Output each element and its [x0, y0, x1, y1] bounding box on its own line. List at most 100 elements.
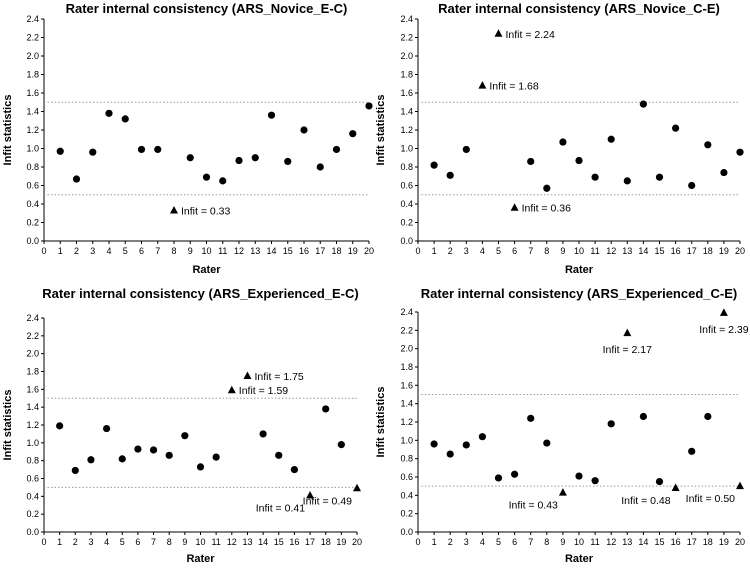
chart4-data-point: [462, 441, 470, 449]
chart4-x-tick-label: 2: [448, 537, 453, 547]
chart2-x-tick-label: 17: [687, 246, 697, 256]
chart3-data-point: [56, 422, 64, 430]
chart4-data-point: [639, 412, 648, 421]
chart4-point-annotation: Infit = 2.17: [603, 344, 652, 356]
chart4-x-tick-label: 17: [687, 537, 697, 547]
chart2-x-tick-label: 1: [432, 246, 437, 256]
chart2-data-point: [688, 181, 696, 190]
chart2-x-tick-label: 3: [464, 246, 469, 256]
chart3-y-tick-label: 2.2: [26, 331, 39, 341]
chart4-x-tick-label: 8: [544, 537, 549, 547]
chart2-y-tick-label: 0.8: [400, 162, 413, 172]
chart4-data-point: [704, 412, 712, 421]
chart2-data-point: [639, 100, 648, 108]
chart4-x-tick-label: 19: [719, 537, 729, 547]
chart3-y-tick-label: 0.6: [26, 474, 39, 484]
chart4-x-axis-label: Rater: [565, 553, 594, 565]
chart4-x-tick-label: 12: [606, 537, 616, 547]
chart2-title: Rater internal consistency (ARS_Novice_C…: [438, 1, 720, 16]
chart4-x-tick-label: 9: [560, 537, 565, 547]
chart1-title: Rater internal consistency (ARS_Novice_E…: [66, 1, 348, 16]
chart1-x-tick-label: 9: [188, 246, 193, 256]
chart2-x-tick-label: 4: [480, 246, 485, 256]
chart4-y-tick-label: 0.2: [400, 509, 413, 519]
chart2-data-point: [720, 168, 728, 177]
chart2-flagged-point: [510, 203, 519, 211]
chart4-x-tick-label: 10: [574, 537, 584, 547]
chart2-x-axis-label: Rater: [565, 264, 594, 276]
chart1-y-tick-label: 2.2: [26, 33, 39, 43]
chart4-y-tick-label: 1.2: [400, 417, 413, 427]
chart2-x-tick-label: 0: [415, 246, 420, 256]
chart1-data-point: [121, 115, 129, 123]
chart1-data-point: [349, 130, 357, 138]
chart3-y-axis-label: Infit statistics: [2, 390, 14, 461]
chart3-x-tick-label: 8: [167, 537, 172, 547]
chart3-data-point: [71, 466, 79, 475]
chart2-x-tick-label: 10: [574, 246, 584, 256]
chart2-x-tick-label: 20: [735, 246, 745, 256]
chart1-x-tick-label: 8: [171, 246, 176, 256]
chart3-y-tick-label: 2.0: [26, 349, 39, 359]
chart2-x-tick-label: 16: [671, 246, 681, 256]
chart4-y-tick-label: 1.8: [400, 362, 413, 372]
chart3-y-tick-label: 0.2: [26, 509, 39, 519]
chart1-y-tick-label: 1.4: [26, 107, 39, 117]
chart4-x-tick-label: 11: [590, 537, 599, 547]
chart4-point-annotation: Infit = 2.39: [699, 324, 748, 336]
chart1-x-tick-label: 20: [364, 246, 374, 256]
chart1-y-tick-label: 1.2: [26, 125, 39, 135]
chart3-flagged-point: [353, 483, 361, 492]
chart2-y-tick-label: 0.2: [400, 218, 413, 228]
chart3-x-tick-label: 4: [104, 537, 109, 547]
chart3-x-tick-label: 10: [195, 537, 205, 547]
chart1-x-tick-label: 15: [283, 246, 293, 256]
chart4-data-point: [527, 414, 535, 422]
chart3-data-point: [337, 441, 345, 449]
chart4-y-tick-label: 0.4: [400, 490, 413, 500]
chart2-data-point: [672, 124, 680, 132]
chart1-data-point: [186, 154, 194, 162]
chart3-x-tick-label: 15: [274, 537, 284, 547]
chart2-x-tick-label: 8: [544, 246, 549, 256]
chart4-y-tick-label: 2.4: [400, 307, 413, 317]
chart1-x-tick-label: 4: [106, 246, 111, 256]
chart4-x-tick-label: 18: [703, 537, 713, 547]
chart1-y-tick-label: 2.0: [26, 51, 39, 61]
chart1-data-point: [235, 156, 243, 165]
chart3-data-point: [196, 463, 205, 471]
chart2-x-tick-label: 11: [590, 246, 599, 256]
chart1-data-point: [365, 102, 373, 110]
chart3-x-tick-label: 13: [242, 537, 252, 547]
chart4-point-annotation: Infit = 0.48: [621, 495, 670, 507]
chart2-y-tick-label: 2.4: [400, 14, 413, 24]
chart1-x-tick-label: 12: [234, 246, 244, 256]
chart1-data-point: [137, 145, 146, 154]
chart2-y-tick-label: 1.2: [400, 125, 413, 135]
chart2-y-tick-label: 0.4: [400, 199, 413, 209]
chart4-data-point: [494, 474, 503, 482]
chart4-x-tick-label: 16: [671, 537, 681, 547]
chart3-data-point: [259, 430, 267, 438]
chart1-data-point: [56, 147, 64, 155]
chart2-x-tick-label: 7: [528, 246, 533, 256]
chart1-y-tick-label: 2.4: [26, 14, 39, 24]
chart2-x-tick-label: 19: [719, 246, 729, 256]
chart4-data-point: [688, 447, 696, 455]
chart1-y-tick-label: 0.4: [26, 199, 39, 209]
chart2-y-tick-label: 1.0: [400, 144, 413, 154]
chart2-data-point: [462, 145, 470, 154]
chart1-point-annotation: Infit = 0.33: [181, 205, 230, 217]
chart4-title: Rater internal consistency (ARS_Experien…: [421, 286, 737, 301]
chart2-x-tick-label: 9: [560, 246, 565, 256]
chart1-x-tick-label: 0: [41, 246, 46, 256]
chart3-x-tick-label: 6: [135, 537, 140, 547]
chart3-y-tick-label: 1.4: [26, 402, 39, 412]
chart1-x-tick-label: 18: [331, 246, 341, 256]
chart2-data-point: [446, 171, 454, 179]
chart3-x-axis-label: Rater: [186, 553, 215, 565]
chart2-y-tick-label: 1.6: [400, 88, 413, 98]
chart3-data-point: [181, 432, 189, 440]
chart3-x-tick-label: 2: [73, 537, 78, 547]
chart1-x-tick-label: 10: [201, 246, 211, 256]
